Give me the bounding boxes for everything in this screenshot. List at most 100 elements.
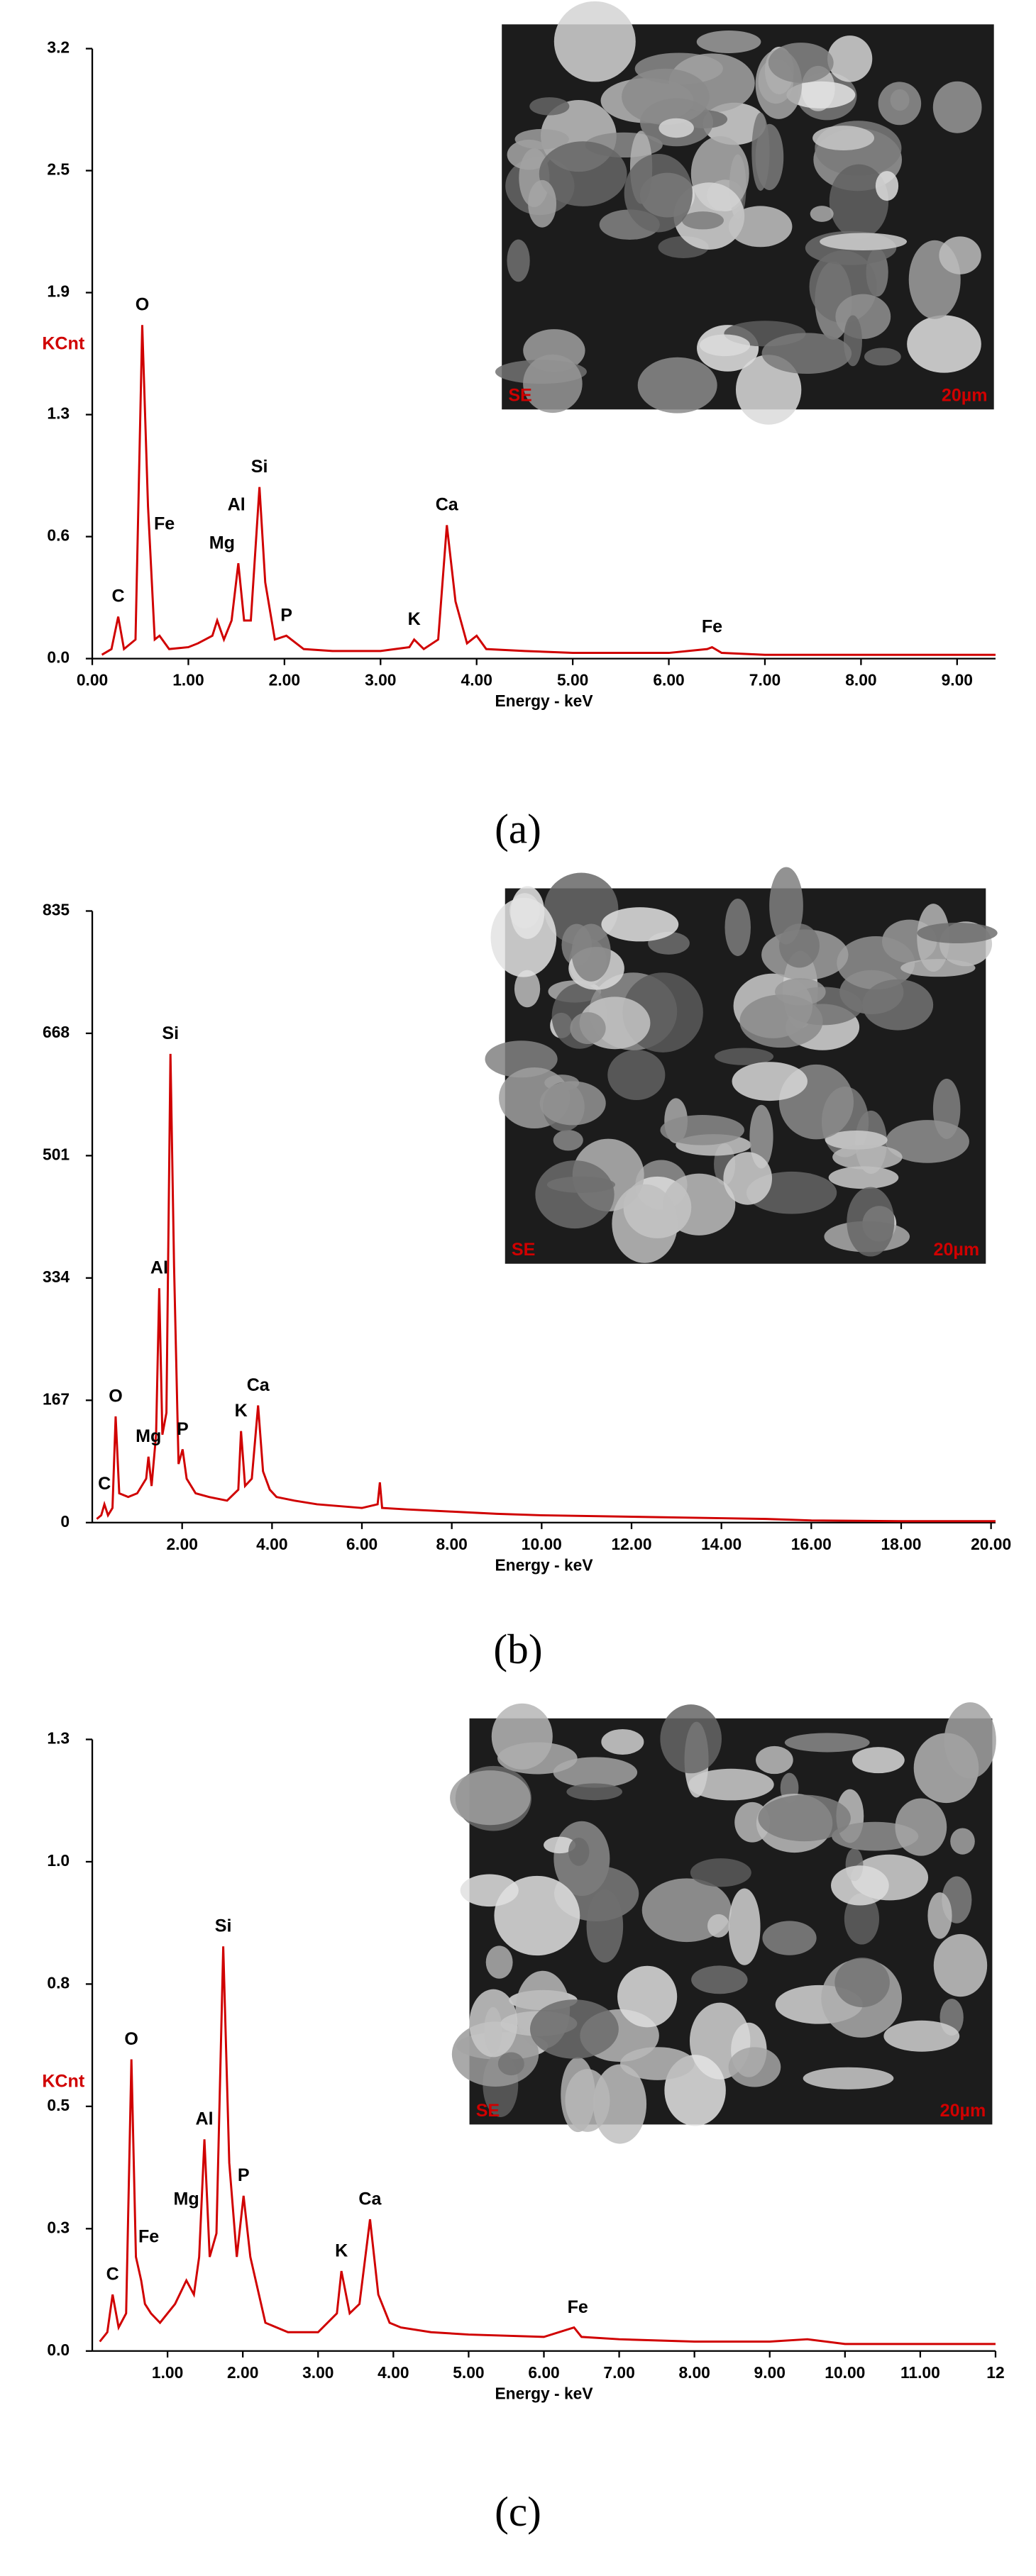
sem-particle bbox=[490, 897, 557, 977]
x-axis-label: Energy - keV bbox=[495, 1555, 593, 1574]
sem-particle bbox=[707, 1914, 730, 1938]
y-tick-label: 1.3 bbox=[47, 1729, 70, 1748]
peak-label: Fe bbox=[702, 617, 722, 637]
sem-particle bbox=[735, 355, 802, 425]
sem-particle bbox=[497, 1742, 578, 1775]
sem-particle bbox=[907, 315, 981, 373]
x-tick-label: 5.00 bbox=[453, 2363, 484, 2382]
peak-label: K bbox=[335, 2241, 348, 2260]
y-tick-label: 0.0 bbox=[47, 2341, 70, 2359]
y-tick-label: 334 bbox=[43, 1267, 70, 1286]
sem-particle bbox=[622, 68, 710, 126]
x-tick-label: 4.00 bbox=[256, 1535, 287, 1553]
peak-label: O bbox=[124, 2029, 138, 2049]
sem-particle bbox=[565, 2069, 610, 2132]
sem-particle bbox=[751, 112, 770, 191]
x-tick-label: 5.00 bbox=[557, 671, 588, 689]
sem-particle bbox=[681, 211, 724, 230]
spectrum-line bbox=[96, 1053, 996, 1523]
sem-particle bbox=[761, 333, 852, 374]
sem-particle bbox=[523, 354, 583, 413]
x-tick-label: 18.00 bbox=[881, 1535, 921, 1553]
sem-particle bbox=[724, 899, 751, 956]
sem-particle bbox=[900, 959, 976, 977]
y-tick-label: 1.0 bbox=[47, 1851, 70, 1870]
sem-particle bbox=[529, 97, 570, 116]
sem-particle bbox=[607, 1050, 666, 1101]
sem-image: SE 20µm bbox=[485, 867, 998, 1264]
spectrum-line bbox=[101, 325, 996, 656]
sem-particle bbox=[553, 1757, 638, 1788]
sem-particle bbox=[883, 2020, 960, 2052]
sem-particle bbox=[786, 81, 856, 109]
peak-label: Fe bbox=[154, 514, 175, 534]
y-axis-label: KCnt bbox=[42, 2072, 85, 2092]
y-tick-label: 0.0 bbox=[47, 648, 70, 667]
sem-particle bbox=[812, 126, 875, 151]
peak-label: Si bbox=[162, 1023, 179, 1043]
sem-particle bbox=[543, 1836, 576, 1854]
peak-label: C bbox=[106, 2264, 119, 2284]
sem-particle bbox=[535, 1160, 615, 1229]
x-tick-label: 7.00 bbox=[603, 2363, 634, 2382]
sem-particle bbox=[699, 334, 751, 357]
sem-particle bbox=[864, 348, 901, 366]
x-tick-label: 12 bbox=[986, 2363, 1004, 2382]
caption: (a) bbox=[495, 806, 541, 853]
x-tick-label: 6.00 bbox=[528, 2363, 559, 2382]
x-tick-label: 7.00 bbox=[749, 671, 781, 689]
peak-label: Ca bbox=[247, 1375, 270, 1395]
sem-particle bbox=[601, 1728, 644, 1755]
sem-particle bbox=[612, 1184, 678, 1263]
sem-particle bbox=[571, 923, 611, 982]
image-label: SE bbox=[512, 1240, 535, 1260]
sem-particle bbox=[837, 936, 915, 990]
sem-particle bbox=[933, 1933, 988, 1997]
sem-particle bbox=[728, 206, 793, 248]
y-tick-label: 1.3 bbox=[47, 404, 70, 423]
sem-particle bbox=[828, 1166, 899, 1189]
sem-particle bbox=[566, 1783, 623, 1801]
sem-particle bbox=[715, 1048, 774, 1065]
sem-particle bbox=[553, 1130, 583, 1151]
sem-image: SE 20µm bbox=[450, 1702, 996, 2144]
caption: (c) bbox=[495, 2488, 541, 2535]
y-tick-label: 3.2 bbox=[47, 38, 70, 57]
sem-particle bbox=[844, 1893, 880, 1945]
sem-particle bbox=[660, 1704, 722, 1774]
x-axis-label: Energy - keV bbox=[495, 2384, 593, 2402]
sem-particle bbox=[494, 1875, 580, 1956]
sem-particle bbox=[732, 1062, 808, 1101]
sem-particle bbox=[696, 30, 761, 53]
x-tick-label: 1.00 bbox=[172, 671, 204, 689]
sem-particle bbox=[769, 867, 803, 945]
sem-particle bbox=[825, 1131, 888, 1150]
sem-particle bbox=[835, 294, 891, 339]
x-tick-label: 8.00 bbox=[845, 671, 876, 689]
sem-particle bbox=[690, 1858, 751, 1887]
sem-particle bbox=[875, 171, 899, 201]
sem-particle bbox=[749, 1104, 773, 1169]
spectrum-line bbox=[99, 1946, 996, 2345]
x-tick-label: 4.00 bbox=[461, 671, 492, 689]
peak-label: Mg bbox=[174, 2189, 199, 2209]
peak-label: Mg bbox=[209, 533, 235, 553]
image-label: 20µm bbox=[940, 2101, 986, 2121]
y-tick-label: 501 bbox=[43, 1145, 70, 1163]
sem-particle bbox=[497, 2052, 524, 2076]
peak-label: O bbox=[109, 1386, 123, 1406]
peak-label: C bbox=[112, 587, 125, 606]
image-label: 20µm bbox=[942, 386, 988, 406]
sem-particle bbox=[756, 1745, 793, 1775]
sem-particle bbox=[546, 1176, 616, 1193]
x-tick-label: 8.00 bbox=[436, 1535, 467, 1553]
sem-particle bbox=[663, 1173, 736, 1236]
sem-particle bbox=[820, 233, 908, 250]
image-label: SE bbox=[476, 2101, 500, 2121]
peak-label: Ca bbox=[436, 495, 459, 515]
x-tick-label: 8.00 bbox=[678, 2363, 710, 2382]
sem-particle bbox=[834, 1958, 890, 2008]
y-tick-label: 0 bbox=[60, 1512, 70, 1531]
sem-particle bbox=[886, 1120, 969, 1163]
x-tick-label: 14.00 bbox=[701, 1535, 742, 1553]
